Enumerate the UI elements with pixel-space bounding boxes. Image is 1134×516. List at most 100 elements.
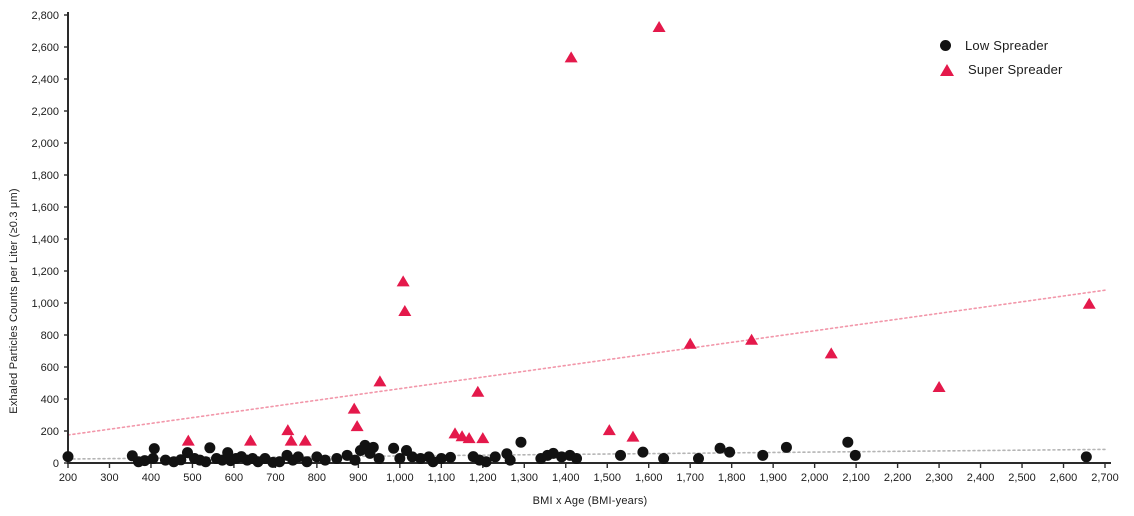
x-tick-label: 1,000 [386,472,414,484]
x-tick-label: 700 [266,472,284,484]
series-low-spreader-point [842,436,854,448]
trendline-low-spreader [67,448,1106,460]
y-tick-label: 1,800 [31,170,59,182]
y-tick-label: 1,400 [31,234,59,246]
legend-label-super-spreader: Super Spreader [968,62,1063,77]
series-super-spreader-point [476,432,490,444]
series-low-spreader-point [311,451,323,463]
series-low-spreader-point [301,456,313,468]
trendline-super-spreader [67,289,1106,436]
series-low-spreader-point [341,449,353,461]
series-super-spreader-point [396,275,410,287]
series-super-spreader-point [1082,297,1096,309]
series-super-spreader-point [347,402,361,414]
series-super-spreader-point [564,51,578,63]
series-low-spreader-point [427,456,439,468]
y-axis-title: Exhaled Particles Counts per Liter (≥0.3… [8,188,20,414]
x-tick-label: 1,200 [469,472,497,484]
y-tick-label: 1,000 [31,298,59,310]
series-low-spreader-point [757,449,769,461]
x-tick-label: 200 [59,472,77,484]
series-low-spreader-point [547,447,559,459]
series-low-spreader-point [415,453,427,465]
series-low-spreader-point [148,443,160,455]
series-super-spreader-point [602,424,616,436]
x-tick-label: 1,100 [428,472,456,484]
series-low-spreader-point [435,453,447,465]
y-tick-label: 200 [41,426,59,438]
y-tick-label: 2,400 [31,74,59,86]
x-tick-label: 500 [183,472,201,484]
x-axis-title: BMI x Age (BMI-years) [532,495,648,507]
series-low-spreader-point [147,453,159,465]
series-low-spreader-point [714,442,726,454]
x-tick-label: 400 [142,472,160,484]
x-tick-label: 1,600 [635,472,663,484]
x-tick-label: 800 [308,472,326,484]
series-low-spreader-point [489,451,501,463]
x-tick-label: 2,200 [884,472,912,484]
x-tick-label: 1,300 [511,472,539,484]
series-low-spreader-point [359,439,371,451]
x-tick-label: 1,800 [718,472,746,484]
series-low-spreader-point [200,456,212,468]
series-low-spreader-point [274,456,286,468]
y-tick-label: 400 [41,394,59,406]
series-super-spreader-point [745,333,759,345]
series-low-spreader-point [331,453,343,465]
y-tick-label: 600 [41,362,59,374]
series-low-spreader-point [692,453,704,465]
legend-item-low-spreader: Low Spreader [940,38,1063,53]
series-low-spreader-point [615,449,627,461]
x-tick-label: 1,900 [759,472,787,484]
y-tick-label: 2,600 [31,42,59,54]
series-low-spreader-point [406,451,418,463]
series-super-spreader-point [932,380,946,392]
series-low-spreader-point [637,446,649,458]
series-low-spreader-point [724,446,736,458]
series-super-spreader-point [244,434,258,446]
x-tick-label: 2,400 [967,472,995,484]
series-super-spreader-point [471,385,485,397]
series-low-spreader-point [159,454,171,466]
y-tick-label: 2,800 [31,10,59,22]
series-super-spreader-point [373,375,387,387]
series-super-spreader-point [298,434,312,446]
series-low-spreader-point [849,449,861,461]
x-tick-label: 1,700 [676,472,704,484]
legend-label-low-spreader: Low Spreader [965,38,1049,53]
super-spreader-triangle-icon [940,63,954,76]
series-low-spreader-point [292,451,304,463]
series-low-spreader-point [139,455,151,467]
x-tick-label: 2,700 [1091,472,1119,484]
series-super-spreader-point [683,337,697,349]
series-low-spreader-point [349,454,361,466]
series-super-spreader-point [350,420,364,432]
x-tick-label: 1,400 [552,472,580,484]
low-spreader-circle-icon [940,40,951,51]
series-super-spreader-point [462,432,476,444]
series-low-spreader-point [319,454,331,466]
series-low-spreader-point [1080,451,1092,463]
series-low-spreader-point [571,453,583,465]
y-tick-label: 0 [53,458,59,470]
x-tick-label: 900 [349,472,367,484]
series-low-spreader-point [504,454,516,466]
x-tick-label: 2,300 [925,472,953,484]
series-super-spreader-point [281,424,295,436]
series-super-spreader-point [652,20,666,32]
series-low-spreader-point [204,442,216,454]
x-tick-label: 2,000 [801,472,829,484]
series-low-spreader-point [658,453,670,465]
y-tick-label: 2,000 [31,138,59,150]
series-low-spreader-point [780,441,792,453]
x-tick-label: 2,100 [842,472,870,484]
series-super-spreader-point [626,430,640,442]
x-tick-label: 2,500 [1008,472,1036,484]
series-super-spreader-point [455,430,469,442]
series-super-spreader-point [448,427,462,439]
y-tick-label: 2,200 [31,106,59,118]
x-tick-label: 1,500 [593,472,621,484]
